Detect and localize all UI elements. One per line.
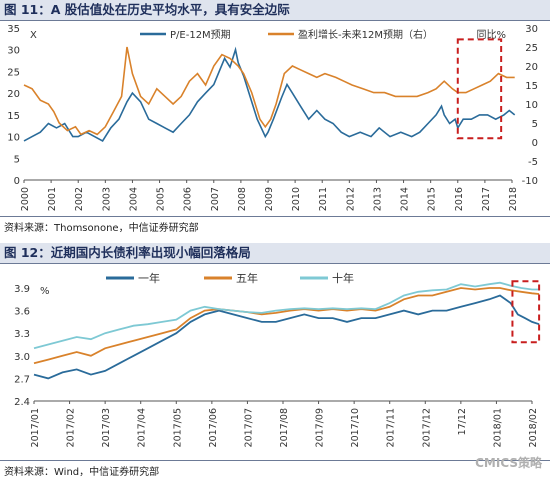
chart1-left-tick-label: 35 <box>7 24 20 35</box>
chart2-y-tick-label: 3.3 <box>14 329 30 340</box>
chart1-left-tick-label: 5 <box>14 154 20 165</box>
chart1-title: 图 11：A 股估值处在历史平均水平，具有安全边际 <box>4 2 290 17</box>
chart2-y-tick-label: 3.9 <box>14 284 30 295</box>
chart2-legend-label: 十年 <box>332 271 354 285</box>
chart2-x-tick-label: 2017/08 <box>279 408 290 447</box>
chart1-right-tick-label: 25 <box>525 43 538 54</box>
chart1-x-tick-label: 2015 <box>427 187 438 211</box>
chart2-x-tick-label: 2017/12 <box>421 408 432 447</box>
chart2-title-rule <box>0 263 550 264</box>
chart2-highlight-box <box>511 280 541 344</box>
chart1-right-tick-label: 15 <box>525 81 538 92</box>
chart2-svg: % 2.4 2.7 3.0 3.3 3.6 3.9 2017/01 2017/02 2017/03… <box>14 271 541 447</box>
chart2-y-axis-label: % <box>40 286 50 297</box>
chart2-x-tick-label: 2017/07 <box>243 408 254 447</box>
chart1-x-tick-label: 2009 <box>264 187 275 211</box>
chart1-x-tick-label: 2000 <box>20 187 31 211</box>
chart1-left-tick-label: 10 <box>7 133 20 144</box>
chart1-title-bar <box>0 0 550 20</box>
chart1-legend-label: 盈利增长-未来12M预期（右） <box>298 28 433 41</box>
chart1-source-rule <box>0 216 550 217</box>
chart2-x-tick-label: 2017/02 <box>66 408 77 447</box>
chart1-left-tick-label: 0 <box>14 176 20 187</box>
chart1-svg: 0 5 10 15 20 25 30 35 -10 -5 0 5 10 15 20 25 30 X 同比% 2000 2… <box>7 24 538 211</box>
chart2-x-tick-label: 2017/09 <box>315 408 326 447</box>
chart1-x-tick-label: 2004 <box>128 187 139 211</box>
chart1-x-tick-label: 2014 <box>400 187 411 211</box>
chart1-right-tick-label: 0 <box>532 138 538 149</box>
chart2-x-tick-label: 2017/10 <box>350 408 361 447</box>
chart2-x-tick-label: 2017/04 <box>137 408 148 447</box>
chart2-legend-label: 五年 <box>236 271 258 285</box>
chart1-right-axis-label: 同比% <box>476 29 506 41</box>
chart2-source: 资料来源：Wind，中信证券研究部 <box>4 467 160 478</box>
chart2-series-line-2 <box>33 281 540 350</box>
chart2-x-tick-label: 2017/01 <box>30 408 41 447</box>
chart2-x-tick-label: 2017/06 <box>208 408 219 447</box>
chart2-y-tick-label: 3.6 <box>14 307 30 318</box>
chart1-x-tick-label: 2001 <box>47 187 58 211</box>
chart2-title-bar <box>0 243 550 263</box>
chart2-title: 图 12：近期国内长债利率出现小幅回落格局 <box>4 245 251 260</box>
chart1-x-tick-label: 2008 <box>237 187 248 211</box>
chart1-x-tick-label: 2005 <box>156 187 167 211</box>
chart2-legend-label: 一年 <box>138 271 160 285</box>
chart1-series-line-1 <box>23 46 515 136</box>
chart1-right-tick-label: 5 <box>532 119 538 130</box>
chart1-x-tick-label: 2016 <box>454 187 465 211</box>
chart1-left-tick-label: 20 <box>7 89 20 100</box>
chart1-source: 资料来源：Thomsonone，中信证券研究部 <box>4 223 199 234</box>
chart1-x-tick-label: 2002 <box>74 187 85 211</box>
chart1-title-rule <box>0 20 550 21</box>
chart1-right-tick-label: -5 <box>528 157 538 168</box>
chart2-y-tick-label: 3.0 <box>14 352 30 363</box>
chart2-y-tick-label: 2.4 <box>14 397 30 408</box>
chart1-right-tick-label: 30 <box>525 24 538 35</box>
chart1-x-tick-label: 2013 <box>372 187 383 211</box>
chart1-series-line-0 <box>23 46 516 142</box>
chart1-x-tick-label: 2007 <box>210 187 221 211</box>
chart1-x-tick-label: 2010 <box>291 187 302 211</box>
chart2-x-tick-label: 2018/02 <box>528 408 539 447</box>
chart1-x-tick-label: 2006 <box>183 187 194 211</box>
chart1-x-tick-label: 2017 <box>481 187 492 211</box>
chart1-left-tick-label: 30 <box>7 46 20 57</box>
chart2-x-tick-label: 2017/03 <box>101 408 112 447</box>
chart1-highlight-box <box>456 38 503 140</box>
chart2-y-tick-label: 2.7 <box>14 374 30 385</box>
watermark-logo: CMICS策略 <box>475 456 542 470</box>
chart2-series-line-1 <box>33 287 540 365</box>
chart1-right-tick-label: 10 <box>525 100 538 111</box>
chart1-x-tick-label: 2012 <box>345 187 356 211</box>
chart2-x-tick-label: 2018/01 <box>492 408 503 447</box>
chart1-left-tick-label: 15 <box>7 111 20 122</box>
chart1-legend-label: P/E-12M预期 <box>170 29 231 41</box>
chart1-x-tick-label: 2011 <box>318 187 329 211</box>
chart1-left-axis-label: X <box>30 30 37 41</box>
chart2-x-tick-label: 17/12 <box>457 408 468 435</box>
chart1-left-tick-label: 25 <box>7 67 20 78</box>
chart1-x-tick-label: 2003 <box>101 187 112 211</box>
chart1-x-tick-label: 2018 <box>508 187 519 211</box>
chart2-x-tick-label: 2017/11 <box>386 408 397 447</box>
chart1-right-tick-label: -10 <box>522 176 538 187</box>
chart2-x-tick-label: 2017/05 <box>172 408 183 447</box>
chart1-right-tick-label: 20 <box>525 62 538 73</box>
chart2-source-rule <box>0 460 550 461</box>
chart2-series-line-0 <box>33 294 540 380</box>
